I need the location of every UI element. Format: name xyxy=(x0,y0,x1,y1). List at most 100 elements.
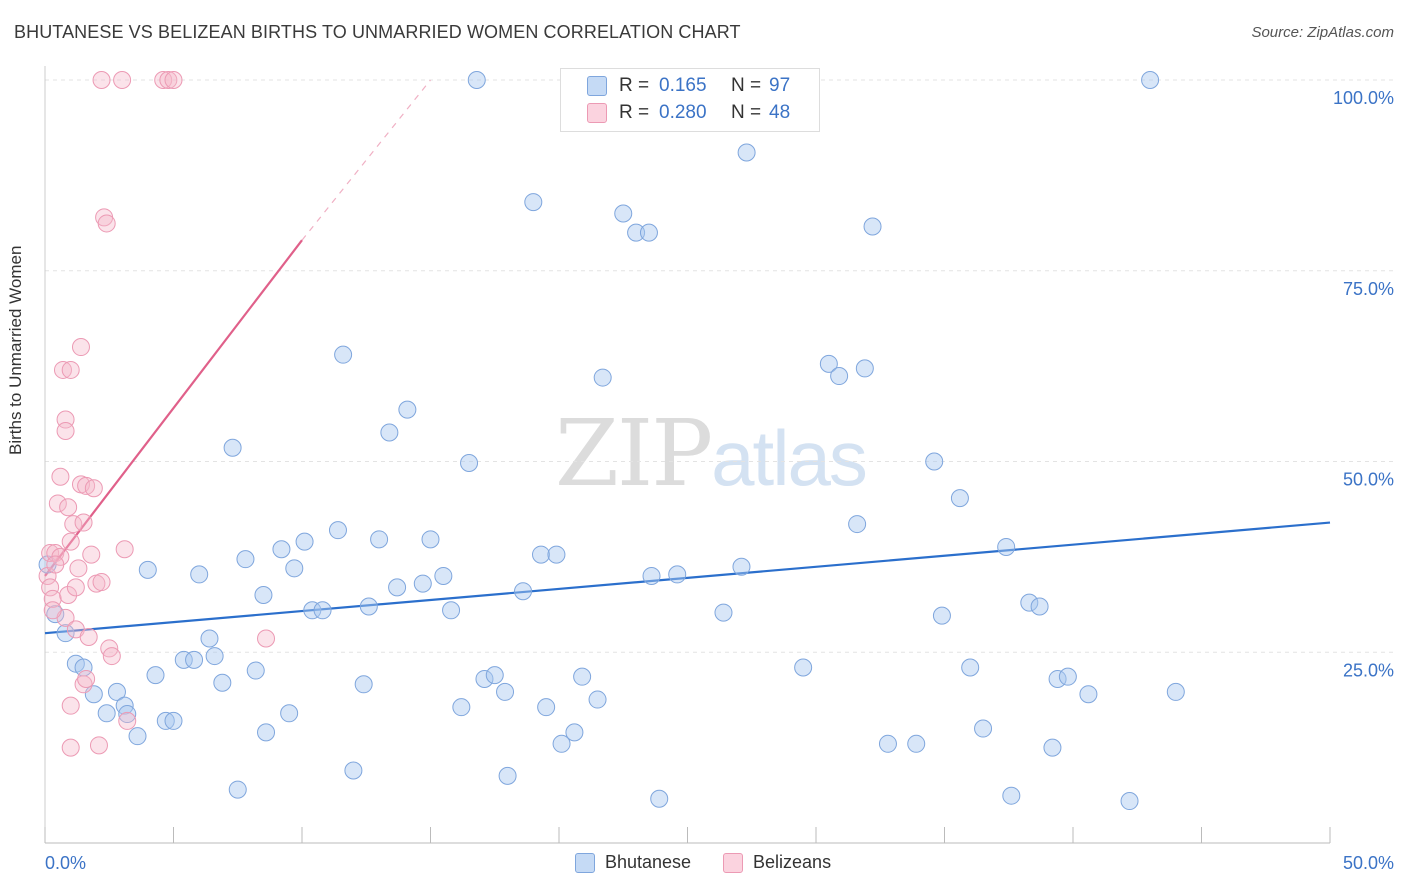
bhutanese-point xyxy=(794,658,813,677)
bhutanese-point xyxy=(547,545,566,564)
tick-labels: 0.0% 50.0% 25.0% 50.0% 75.0% 100.0% xyxy=(45,88,1394,873)
belizeans-point xyxy=(53,360,72,379)
source-credit: Source: ZipAtlas.com xyxy=(1251,24,1394,41)
y-tick-label: 50.0% xyxy=(1343,470,1394,490)
legend-label-belizeans: Belizeans xyxy=(753,852,832,872)
bhutanese-point xyxy=(950,489,969,508)
bhutanese-point xyxy=(614,204,633,223)
bhutanese-point xyxy=(434,566,453,585)
bhutanese-point xyxy=(997,537,1016,556)
belizeans-point xyxy=(102,647,121,666)
bhutanese-point xyxy=(344,761,363,780)
bhutanese-point xyxy=(639,223,658,242)
belizeans-point xyxy=(97,214,116,233)
legend-row-belizeans: R = 0.280 N = 48 xyxy=(587,102,790,124)
bhutanese-point xyxy=(961,658,980,677)
belizeans-point xyxy=(82,545,101,564)
legend-n-value: 97 xyxy=(769,75,791,96)
bhutanese-point xyxy=(118,705,137,724)
bhutanese-point xyxy=(280,704,299,723)
belizeans-point xyxy=(61,696,80,715)
y-tick-label: 25.0% xyxy=(1343,660,1394,680)
trend-lines xyxy=(44,79,1331,635)
bhutanese-point xyxy=(496,682,515,701)
bhutanese-point xyxy=(830,367,849,386)
bhutanese-point xyxy=(213,673,232,692)
bhutanese-point xyxy=(498,766,517,785)
bhutanese-point xyxy=(128,727,147,746)
bhutanese-point xyxy=(1043,738,1062,757)
belizeans-point xyxy=(61,360,80,379)
bhutanese-point xyxy=(257,723,276,742)
watermark-atlas: atlas xyxy=(711,414,868,502)
belizeans-point xyxy=(46,555,65,574)
legend-item-bhutanese[interactable]: Bhutanese xyxy=(574,852,692,873)
bhutanese-point xyxy=(1141,71,1160,89)
bhutanese-point xyxy=(254,586,273,605)
bhutanese-point xyxy=(1002,786,1021,805)
bhutanese-point xyxy=(228,780,247,799)
bhutanese-point xyxy=(272,540,291,559)
bhutanese-point xyxy=(388,578,407,597)
belizeans-point xyxy=(159,71,178,89)
bhutanese-point xyxy=(205,647,224,666)
watermark: ZIPatlas xyxy=(555,400,868,507)
bhutanese-point xyxy=(848,515,867,534)
y-tick-label: 100.0% xyxy=(1333,88,1394,108)
bhutanese-point xyxy=(223,438,242,457)
watermark-zip: ZIP xyxy=(555,400,713,507)
legend-swatch-belizeans xyxy=(723,852,744,873)
bhutanese-point xyxy=(1058,667,1077,686)
x-tick-label: 0.0% xyxy=(45,853,86,873)
data-points xyxy=(38,71,1185,811)
legend-r-value: 0.165 xyxy=(659,75,707,96)
bhutanese-point xyxy=(313,601,332,620)
legend-swatch-bhutanese xyxy=(587,76,607,96)
belizeans-trend-line xyxy=(44,239,303,577)
legend-n-value: 48 xyxy=(769,102,791,123)
belizeans-point xyxy=(92,71,111,89)
bhutanese-point xyxy=(1166,682,1185,701)
belizeans-point xyxy=(41,544,60,563)
belizeans-point xyxy=(77,669,96,688)
belizeans-point xyxy=(164,71,183,89)
bhutanese-point xyxy=(565,723,584,742)
belizeans-point xyxy=(74,513,93,532)
bhutanese-point xyxy=(863,217,882,236)
legend-item-belizeans[interactable]: Belizeans xyxy=(723,852,831,873)
bhutanese-point xyxy=(524,193,543,212)
bhutanese-point xyxy=(855,359,874,378)
bhutanese-point xyxy=(236,550,255,569)
bhutanese-point xyxy=(925,452,944,471)
belizeans-trend-extension xyxy=(301,79,431,241)
bhutanese-point xyxy=(475,669,494,688)
bhutanese-point xyxy=(442,601,461,620)
bhutanese-point xyxy=(164,711,183,730)
bhutanese-point xyxy=(200,629,219,648)
bhutanese-point xyxy=(359,597,378,616)
legend-r-label: R = xyxy=(619,102,650,123)
series-legend: Bhutanese Belizeans xyxy=(0,852,1406,873)
belizeans-point xyxy=(71,338,90,357)
bhutanese-point xyxy=(485,666,504,685)
legend-r-value: 0.280 xyxy=(659,102,707,123)
belizeans-point xyxy=(89,736,108,755)
legend-n-label: N = xyxy=(731,102,762,123)
belizeans-point xyxy=(59,586,78,605)
legend-label-bhutanese: Bhutanese xyxy=(604,852,692,872)
y-tick-label: 75.0% xyxy=(1343,279,1394,299)
bhutanese-point xyxy=(907,734,926,753)
bhutanese-point xyxy=(295,532,314,551)
belizeans-point xyxy=(66,578,85,597)
bhutanese-point xyxy=(146,666,165,685)
bhutanese-point xyxy=(97,704,116,723)
belizeans-point xyxy=(48,494,67,513)
bhutanese-point xyxy=(1120,792,1139,811)
belizeans-point xyxy=(43,601,62,620)
bhutanese-point xyxy=(642,566,661,585)
belizeans-point xyxy=(79,627,98,646)
bhutanese-point xyxy=(354,675,373,694)
bhutanese-point xyxy=(174,650,193,669)
bhutanese-point xyxy=(107,682,126,701)
